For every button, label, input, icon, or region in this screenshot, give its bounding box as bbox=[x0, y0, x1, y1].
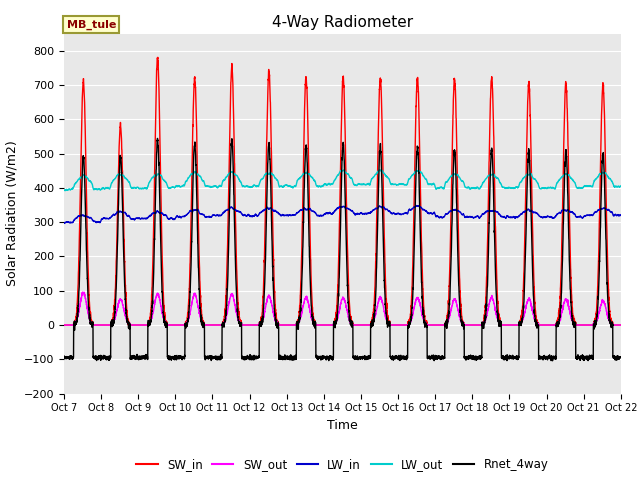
LW_out bbox=[308, 175, 316, 180]
Rnet_4way bbox=[60, 354, 68, 360]
LW_out bbox=[491, 172, 499, 178]
LW_in bbox=[411, 204, 419, 210]
Rnet_4way bbox=[617, 354, 625, 360]
LW_out bbox=[617, 183, 625, 189]
SW_out bbox=[121, 311, 129, 316]
SW_out bbox=[278, 322, 286, 328]
Rnet_4way bbox=[411, 214, 419, 219]
SW_out bbox=[286, 322, 294, 328]
Line: SW_out: SW_out bbox=[64, 292, 621, 325]
Rnet_4way bbox=[121, 283, 129, 289]
Rnet_4way bbox=[286, 353, 294, 359]
SW_in bbox=[308, 300, 316, 306]
Y-axis label: Solar Radiation (W/m2): Solar Radiation (W/m2) bbox=[5, 141, 18, 287]
LW_in bbox=[60, 220, 68, 226]
LW_in bbox=[286, 212, 294, 217]
LW_in bbox=[308, 208, 316, 214]
LW_out bbox=[60, 187, 68, 193]
Rnet_4way bbox=[491, 228, 499, 233]
Text: MB_tule: MB_tule bbox=[67, 20, 116, 30]
LW_in bbox=[413, 203, 420, 208]
LW_out bbox=[340, 167, 348, 173]
Line: LW_out: LW_out bbox=[64, 170, 621, 191]
SW_in bbox=[411, 156, 419, 162]
SW_in bbox=[154, 54, 162, 60]
Line: Rnet_4way: Rnet_4way bbox=[64, 138, 621, 361]
SW_in bbox=[286, 322, 294, 328]
SW_out bbox=[79, 289, 86, 295]
LW_in bbox=[121, 210, 129, 216]
LW_in bbox=[491, 208, 499, 214]
SW_out bbox=[411, 301, 419, 307]
Legend: SW_in, SW_out, LW_in, LW_out, Rnet_4way: SW_in, SW_out, LW_in, LW_out, Rnet_4way bbox=[132, 454, 553, 476]
Title: 4-Way Radiometer: 4-Way Radiometer bbox=[272, 15, 413, 30]
Line: SW_in: SW_in bbox=[64, 57, 621, 325]
Rnet_4way bbox=[548, 358, 556, 364]
Line: LW_in: LW_in bbox=[64, 205, 621, 223]
LW_out bbox=[121, 175, 129, 180]
LW_out bbox=[286, 183, 294, 189]
X-axis label: Time: Time bbox=[327, 419, 358, 432]
LW_out bbox=[412, 169, 419, 175]
SW_in bbox=[491, 171, 499, 177]
LW_in bbox=[278, 212, 286, 218]
SW_in bbox=[617, 322, 625, 328]
SW_out bbox=[60, 322, 68, 328]
LW_out bbox=[278, 184, 286, 190]
SW_out bbox=[308, 317, 316, 323]
Rnet_4way bbox=[154, 135, 161, 141]
LW_in bbox=[60, 220, 68, 226]
LW_in bbox=[617, 213, 625, 218]
Rnet_4way bbox=[308, 313, 316, 319]
SW_in bbox=[278, 322, 286, 328]
SW_out bbox=[617, 322, 625, 328]
SW_in bbox=[121, 259, 129, 264]
SW_out bbox=[491, 302, 499, 308]
LW_out bbox=[61, 188, 69, 193]
Rnet_4way bbox=[278, 355, 286, 360]
SW_in bbox=[60, 322, 68, 328]
